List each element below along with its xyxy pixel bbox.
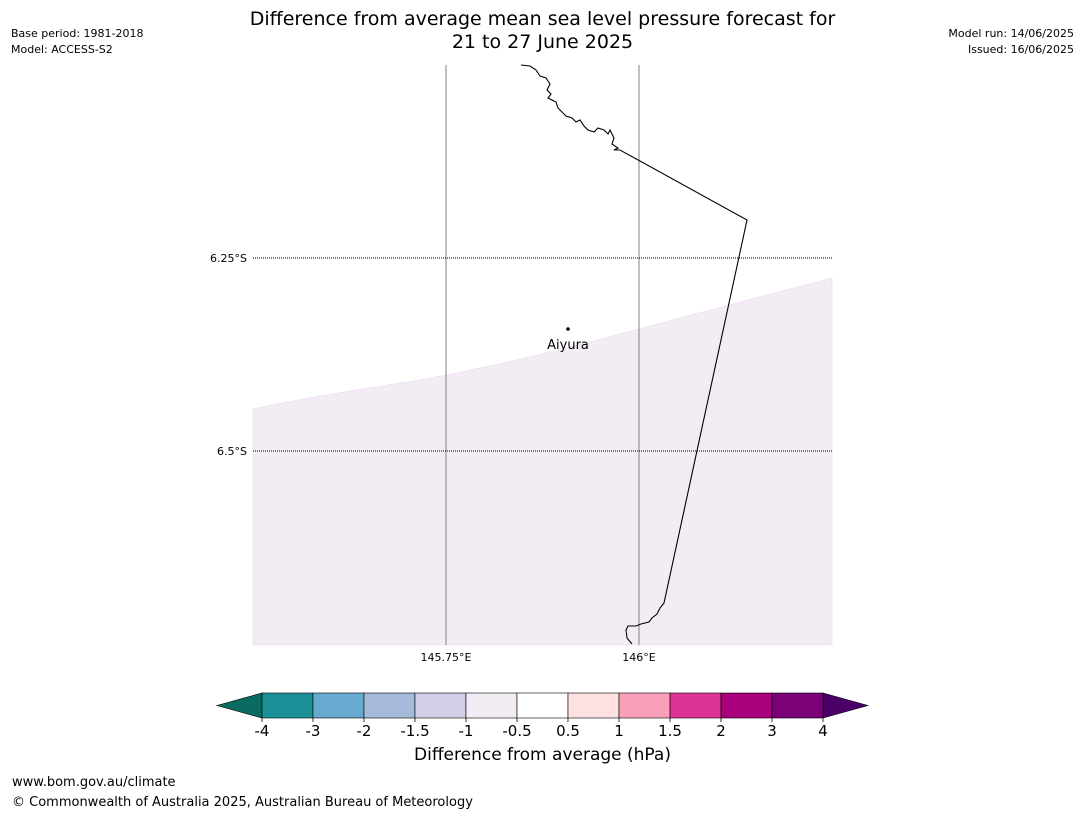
- colorbar-segment: [720, 692, 773, 719]
- title-line-2: 21 to 27 June 2025: [451, 31, 634, 53]
- colorbar-tick-label: 4: [818, 722, 828, 740]
- colorbar-segment: [465, 692, 518, 719]
- metadata-left: Base period: 1981-2018 Model: ACCESS-S2: [11, 26, 143, 58]
- title-line-1: Difference from average mean sea level p…: [249, 8, 836, 30]
- issued-date: Issued: 16/06/2025: [967, 43, 1074, 56]
- colorbar-tick-label: 3: [767, 722, 777, 740]
- colorbar-segment: [567, 692, 620, 719]
- model-run: Model run: 14/06/2025: [948, 27, 1074, 40]
- pressure-anomaly-shading: [252, 277, 833, 646]
- colorbar-tick-label: -1.5: [400, 722, 429, 740]
- colorbar-tick-label: 1: [614, 722, 624, 740]
- colorbar-segment: [669, 692, 722, 719]
- footer-copyright: © Commonwealth of Australia 2025, Austra…: [12, 795, 473, 810]
- colorbar-under-extension: [215, 692, 263, 719]
- colorbar-tick-label: 1.5: [658, 722, 682, 740]
- colorbar-segment: [261, 692, 314, 719]
- base-period: Base period: 1981-2018: [11, 27, 144, 40]
- colorbar-tick-label: -0.5: [502, 722, 531, 740]
- colorbar-tick-label: -2: [357, 722, 372, 740]
- colorbar-tick-label: 2: [716, 722, 726, 740]
- colorbar-label: Difference from average (hPa): [414, 745, 671, 765]
- colorbar-tick-label: -3: [306, 722, 321, 740]
- colorbar-tick-label: 0.5: [556, 722, 580, 740]
- colorbar-segment: [618, 692, 671, 719]
- lon-label-145-75: 145.75°E: [421, 651, 472, 664]
- aiyura-marker: [566, 327, 570, 331]
- colorbar-tick-label: -4: [255, 722, 270, 740]
- lat-label-6-5: 6.5°S: [217, 445, 247, 458]
- aiyura-label: Aiyura: [547, 338, 589, 353]
- model-name: Model: ACCESS-S2: [11, 43, 113, 56]
- colorbar-segment: [414, 692, 467, 719]
- metadata-right: Model run: 14/06/2025 Issued: 16/06/2025: [948, 26, 1074, 58]
- colorbar-over-extension: [822, 692, 870, 719]
- lon-label-146: 146°E: [622, 651, 655, 664]
- colorbar-tick-label: -1: [459, 722, 474, 740]
- colorbar-segment: [771, 692, 824, 719]
- coastline-border: [520, 64, 748, 645]
- colorbar-segment: [312, 692, 365, 719]
- footer-url[interactable]: www.bom.gov.au/climate: [12, 775, 176, 790]
- colorbar: -4 -3 -2 -1.5 -1 -0.5 0.5 1 1.5 2 3 4: [215, 692, 870, 740]
- colorbar-segment: [516, 692, 569, 719]
- colorbar-segment: [363, 692, 416, 719]
- lat-label-6-25: 6.25°S: [210, 252, 247, 265]
